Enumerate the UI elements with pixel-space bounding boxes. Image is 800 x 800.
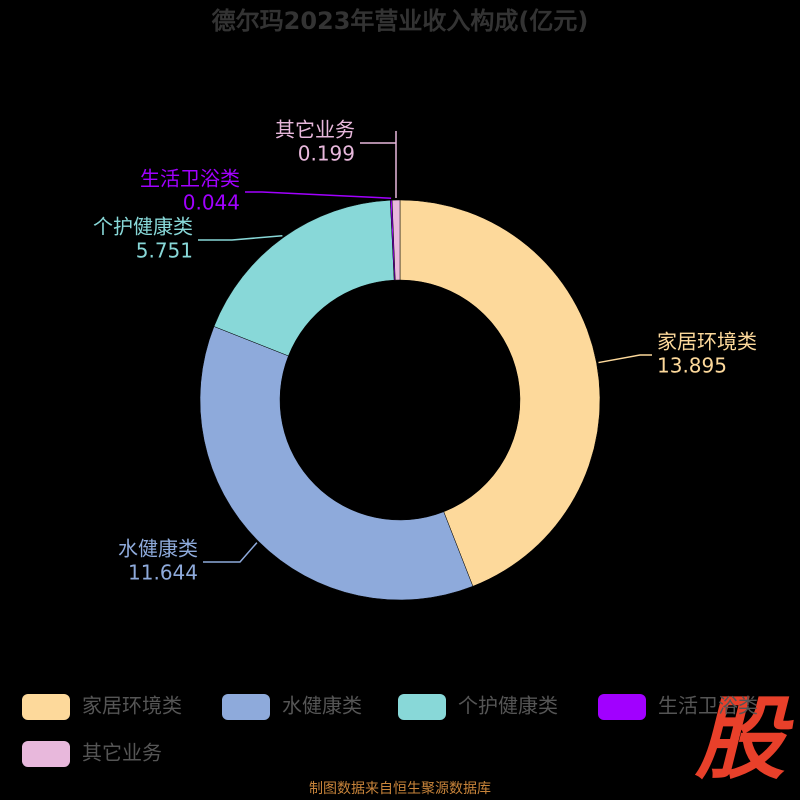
chart-title: 德尔玛2023年营业收入构成(亿元) (212, 7, 589, 35)
legend-label: 个护健康类 (458, 694, 558, 718)
donut-slice (391, 199, 401, 281)
legend-label: 家居环境类 (82, 694, 182, 718)
watermark: 股 (694, 687, 794, 792)
legend-label: 其它业务 (82, 741, 162, 765)
value-label: 5.751 (136, 239, 193, 263)
slice-label: 生活卫浴类 (140, 167, 240, 191)
slice-label: 个护健康类 (93, 215, 193, 239)
legend-swatch (22, 741, 70, 767)
slice-label: 水健康类 (118, 537, 198, 561)
slice-label: 其它业务 (275, 118, 355, 142)
value-label: 0.044 (183, 191, 240, 215)
leader-line (360, 130, 397, 199)
legend-label: 生活卫浴类 (658, 694, 758, 718)
legend-swatch (22, 694, 70, 720)
legend-swatch (222, 694, 270, 720)
leader-line (245, 191, 392, 199)
value-label: 13.895 (657, 354, 727, 378)
slice-label: 家居环境类 (657, 330, 757, 354)
donut-slice (213, 199, 395, 357)
legend-swatch (598, 694, 646, 720)
source-note: 制图数据来自恒生聚源数据库 (309, 781, 491, 797)
donut-slice (199, 326, 474, 601)
leader-line (203, 542, 258, 563)
legend-label: 水健康类 (282, 694, 362, 718)
value-label: 0.199 (298, 142, 355, 166)
leader-line (198, 235, 283, 241)
donut-slice (399, 199, 601, 587)
leader-line (598, 354, 652, 364)
legend-swatch (398, 694, 446, 720)
value-label: 11.644 (128, 561, 198, 585)
